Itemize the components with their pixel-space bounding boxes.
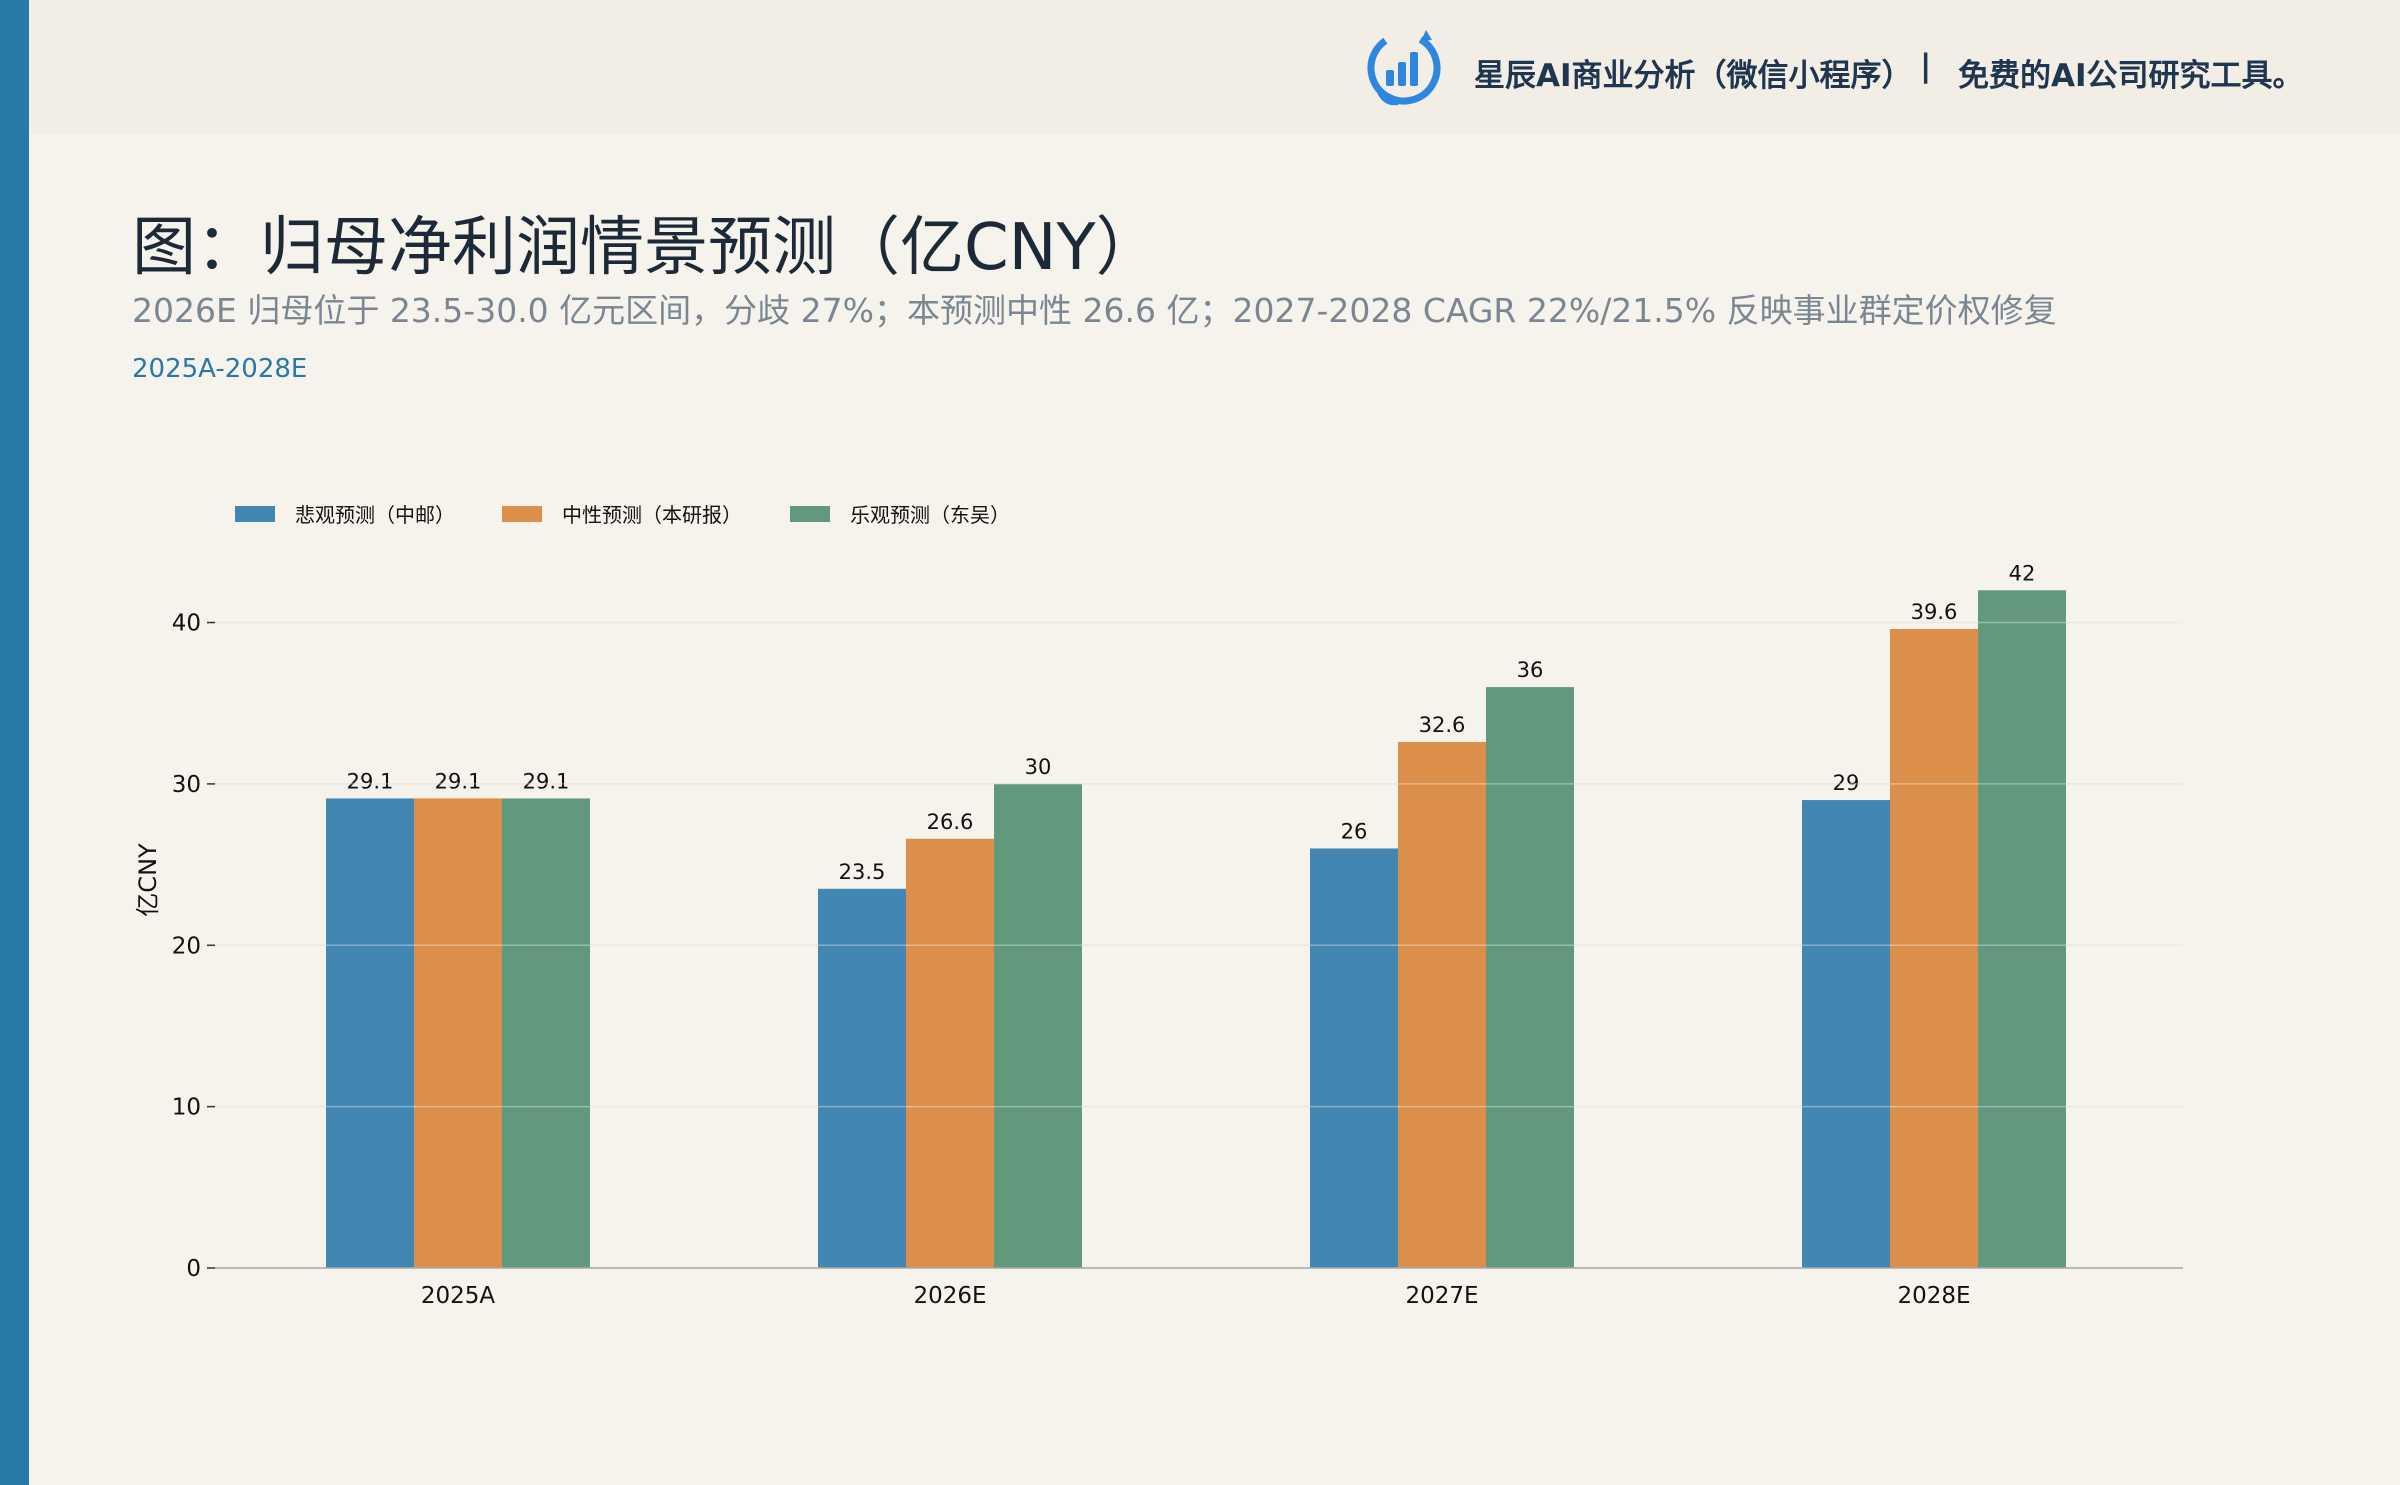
data-label: 36 [1517, 658, 1544, 682]
legend-swatch [235, 506, 275, 522]
legend-label: 中性预测（本研报） [562, 503, 742, 527]
page-title: 图：归母净利润情景预测（亿CNY） [132, 211, 1160, 285]
brand-logo-icon [1367, 30, 1441, 106]
data-label: 26.6 [927, 810, 974, 834]
data-label: 26 [1341, 819, 1368, 843]
bar [1310, 848, 1398, 1268]
bar [326, 798, 414, 1268]
bar [994, 783, 1082, 1268]
data-label: 29.1 [435, 769, 482, 793]
x-tick-label: 2025A [421, 1283, 496, 1309]
y-tick-label: 20 [172, 933, 201, 959]
y-axis-label: 亿CNY [134, 843, 162, 917]
left-accent-bar [0, 0, 29, 1485]
x-tick-label: 2028E [1897, 1283, 1970, 1309]
x-tick-label: 2026E [913, 1283, 986, 1309]
bar [1398, 741, 1486, 1268]
legend-swatch [790, 506, 830, 522]
bar [1486, 687, 1574, 1268]
bar [1890, 629, 1978, 1268]
bar [414, 798, 502, 1268]
legend-swatch [502, 506, 542, 522]
y-tick-label: 10 [172, 1095, 201, 1121]
data-label: 32.6 [1419, 713, 1466, 737]
legend-label: 悲观预测（中邮） [295, 503, 455, 527]
bar [906, 838, 994, 1268]
brand-tagline: 免费的AI公司研究工具。 [1958, 58, 2304, 94]
data-label: 29.1 [347, 769, 394, 793]
brand-header [29, 0, 2400, 134]
bar [502, 798, 590, 1268]
y-tick-label: 0 [186, 1256, 201, 1282]
page-subtitle: 2026E 归母位于 23.5-30.0 亿元区间，分歧 27%；本预测中性 2… [132, 291, 2057, 330]
date-range-label: 2025A-2028E [132, 354, 308, 384]
data-label: 29.1 [523, 769, 570, 793]
y-tick-label: 30 [172, 772, 201, 798]
data-label: 29 [1833, 771, 1860, 795]
legend-label: 乐观预测（东吴） [850, 503, 1010, 527]
data-label: 30 [1025, 755, 1052, 779]
x-tick-label: 2027E [1405, 1283, 1478, 1309]
bar [1802, 800, 1890, 1268]
data-label: 42 [2009, 561, 2036, 585]
bar [818, 888, 906, 1268]
y-tick-label: 40 [172, 611, 201, 637]
bar [1978, 590, 2066, 1268]
data-label: 39.6 [1911, 600, 1958, 624]
brand-separator: | [1920, 48, 1932, 84]
data-label: 23.5 [839, 860, 886, 884]
brand-name: 星辰AI商业分析（微信小程序） [1474, 58, 1913, 94]
